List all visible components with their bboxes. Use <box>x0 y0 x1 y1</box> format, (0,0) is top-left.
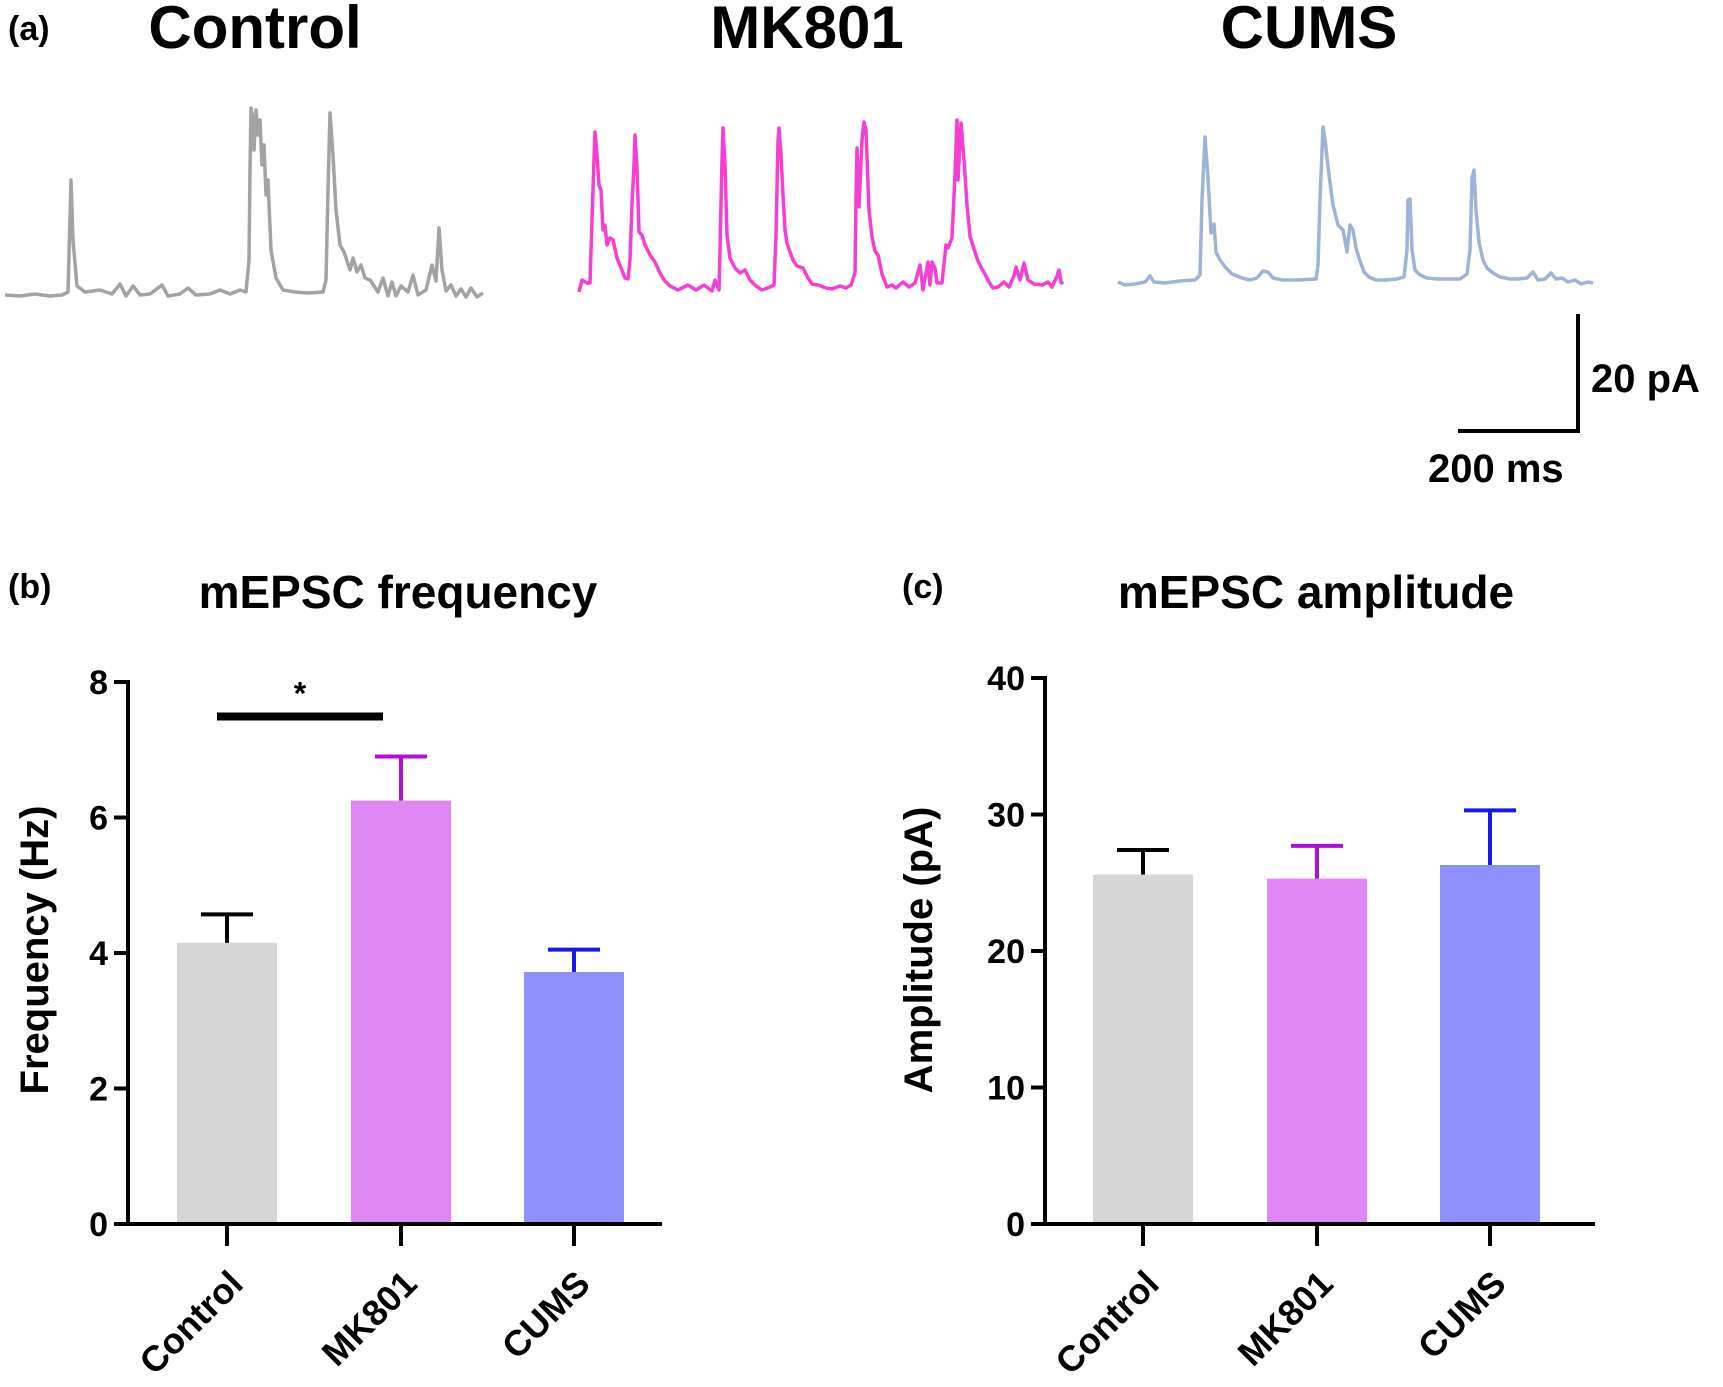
bar-mk801 <box>351 800 451 1224</box>
y-tick-label: 2 <box>89 1071 108 1109</box>
trace-control <box>4 106 484 299</box>
y-tick-label: 6 <box>89 800 108 838</box>
chart-title-frequency: mEPSC frequency <box>199 566 598 618</box>
y-axis-label-amplitude: Amplitude (pA) <box>897 807 941 1094</box>
chart-frequency: (b) mEPSC frequency Frequency (Hz) 0 2 4 6 8… <box>8 566 662 1382</box>
x-tick-label-cums: CUMS <box>494 1263 598 1367</box>
panel-a-tag: (a) <box>8 10 50 48</box>
y-tick-label: 0 <box>89 1206 108 1244</box>
bar-control <box>1093 874 1193 1224</box>
scale-bar: 20 pA 200 ms <box>1428 314 1700 491</box>
panel-a: (a) Control MK801 CUMS 20 pA 200 ms <box>4 0 1700 491</box>
y-tick-label: 40 <box>987 660 1025 698</box>
x-tick-label-control: Control <box>1047 1263 1166 1382</box>
chart-title-amplitude: mEPSC amplitude <box>1118 566 1514 618</box>
y-tick-label: 30 <box>987 797 1025 835</box>
y-tick-label: 10 <box>987 1070 1025 1108</box>
chart-amplitude: (c) mEPSC amplitude Amplitude (pA) 0 10 20… <box>897 566 1595 1382</box>
chart-marks-amplitude: 0 10 20 30 40 Control MK801 CUMS <box>987 660 1595 1382</box>
trace-title-mk801: MK801 <box>710 0 903 61</box>
x-tick-label-mk801: MK801 <box>314 1263 425 1374</box>
x-tick-label-control: Control <box>131 1263 250 1382</box>
bar-cums <box>524 971 624 1224</box>
trace-title-control: Control <box>148 0 361 61</box>
trace-mk801 <box>577 118 1065 293</box>
scale-bar-time-label: 200 ms <box>1428 447 1564 491</box>
panel-c-tag: (c) <box>902 568 944 606</box>
y-tick-label: 8 <box>89 664 108 702</box>
bar-mk801 <box>1267 878 1367 1224</box>
y-tick-label: 4 <box>89 935 108 973</box>
y-axis-label-frequency: Frequency (Hz) <box>13 806 57 1095</box>
x-tick-label-mk801: MK801 <box>1230 1263 1341 1374</box>
y-tick-label: 20 <box>987 933 1025 971</box>
trace-cums <box>1117 125 1594 287</box>
x-tick-label-cums: CUMS <box>1410 1263 1514 1367</box>
bar-control <box>177 942 277 1224</box>
bar-cums <box>1440 865 1540 1224</box>
chart-marks-frequency: 0 2 4 6 8 Control MK801 CUMS * <box>89 664 662 1382</box>
significance-label: * <box>294 676 307 712</box>
y-tick-label: 0 <box>1006 1206 1025 1244</box>
trace-title-cums: CUMS <box>1221 0 1398 61</box>
panel-b-tag: (b) <box>8 568 51 606</box>
scale-bar-current-label: 20 pA <box>1591 357 1700 401</box>
